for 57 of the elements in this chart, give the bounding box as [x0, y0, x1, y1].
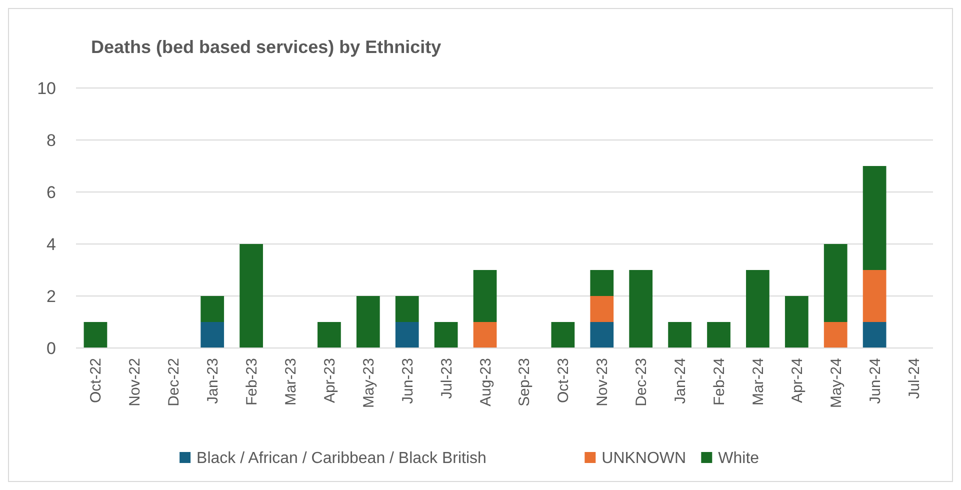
x-tick-label: May-24 [828, 358, 845, 408]
bar [629, 270, 653, 348]
bar [746, 270, 770, 348]
bar [590, 296, 614, 322]
bar [551, 322, 575, 348]
x-tick-label: Jan-23 [204, 358, 222, 404]
bar [395, 296, 419, 322]
x-tick-label: Apr-24 [788, 358, 806, 404]
x-tick-label: Dec-22 [166, 358, 183, 406]
bar [434, 322, 458, 348]
x-tick-label: Feb-23 [244, 358, 261, 406]
bar [318, 322, 341, 348]
bar [200, 296, 224, 322]
bar [784, 296, 808, 348]
x-tick-label: Jun-23 [399, 358, 416, 404]
x-tick-label: Dec-23 [633, 358, 650, 406]
x-tick-label: Sep-23 [516, 358, 534, 406]
bar [356, 296, 380, 348]
legend-label: Black / African / Caribbean / Black British [196, 450, 486, 468]
legend-label: UNKNOWN [602, 450, 686, 468]
y-tick-label: 2 [46, 286, 56, 306]
bar [668, 322, 692, 348]
bar [590, 322, 614, 348]
x-tick-label: Feb-24 [711, 358, 728, 406]
x-tick-label: Nov-22 [126, 358, 144, 406]
x-tick-label: Jan-24 [672, 358, 690, 404]
x-tick-label: Mar-24 [750, 358, 767, 406]
bar [824, 244, 848, 322]
x-tick-label: Mar-23 [282, 358, 300, 406]
bar [200, 322, 224, 348]
x-tick-label: Jul-23 [438, 358, 456, 399]
legend-label: White [718, 450, 760, 468]
x-tick-label: Nov-23 [594, 358, 612, 406]
y-tick-label: 0 [46, 338, 56, 358]
bar [824, 322, 848, 348]
bar [862, 322, 886, 348]
x-tick-label: Jun-24 [866, 358, 884, 404]
bar [590, 270, 614, 296]
x-tick-label: Aug-23 [477, 358, 494, 406]
y-tick-label: 4 [46, 234, 56, 254]
bar [862, 166, 886, 270]
x-tick-label: Apr-23 [321, 358, 338, 404]
x-tick-label: Jul-24 [906, 358, 923, 399]
bar [862, 270, 886, 322]
y-tick-label: 8 [46, 130, 56, 150]
bar [473, 322, 497, 348]
chart-title: Deaths (bed based services) by Ethnicity [91, 37, 442, 57]
x-tick-label: Oct-23 [555, 358, 572, 404]
y-tick-label: 10 [37, 78, 56, 98]
x-tick-label: Oct-22 [88, 358, 105, 404]
bar [84, 322, 108, 348]
x-tick-label: May-23 [360, 358, 378, 408]
bar [473, 270, 497, 322]
bar [707, 322, 730, 348]
bar [240, 244, 263, 348]
y-tick-label: 6 [46, 182, 56, 202]
bar [395, 322, 419, 348]
